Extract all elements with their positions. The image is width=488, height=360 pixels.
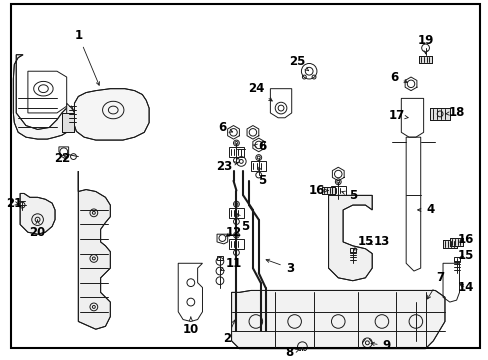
Text: 13: 13 — [367, 235, 389, 248]
Text: 7: 7 — [427, 271, 443, 299]
Bar — [228, 239, 244, 249]
Text: 2: 2 — [222, 320, 235, 346]
Polygon shape — [231, 291, 444, 348]
Text: 17: 17 — [387, 109, 407, 122]
Text: 10: 10 — [183, 317, 199, 336]
Text: 6: 6 — [389, 71, 407, 84]
Bar — [217, 256, 223, 260]
Text: 16: 16 — [308, 184, 327, 197]
Polygon shape — [78, 171, 110, 329]
Bar — [429, 108, 449, 120]
Text: 5: 5 — [341, 189, 356, 202]
Text: 23: 23 — [215, 160, 237, 173]
Text: 18: 18 — [445, 107, 464, 120]
Bar — [250, 161, 266, 171]
Text: 15: 15 — [457, 249, 473, 262]
Text: 21: 21 — [6, 197, 22, 210]
Bar — [321, 186, 335, 194]
Polygon shape — [74, 89, 149, 140]
Polygon shape — [20, 193, 55, 234]
Bar — [442, 240, 456, 248]
Text: 12: 12 — [225, 226, 241, 239]
Polygon shape — [328, 195, 371, 281]
Polygon shape — [61, 113, 74, 132]
Text: 11: 11 — [220, 257, 241, 271]
Text: 16: 16 — [457, 233, 473, 246]
Text: 24: 24 — [247, 82, 272, 101]
Text: 5: 5 — [237, 213, 249, 233]
Bar — [228, 147, 244, 157]
Polygon shape — [66, 103, 74, 126]
Text: 22: 22 — [54, 152, 70, 165]
Bar — [453, 257, 459, 262]
Text: 20: 20 — [29, 220, 45, 239]
Text: 3: 3 — [265, 259, 293, 275]
Text: 8: 8 — [285, 346, 299, 359]
Bar — [429, 108, 449, 120]
Bar — [321, 186, 335, 194]
Bar — [330, 186, 346, 195]
Text: 25: 25 — [289, 55, 308, 71]
Bar — [349, 248, 355, 253]
Bar — [449, 238, 463, 246]
Text: 6: 6 — [217, 121, 232, 134]
Text: 5: 5 — [258, 167, 266, 187]
Text: 6: 6 — [252, 140, 266, 153]
Polygon shape — [13, 55, 74, 139]
Text: 1: 1 — [74, 29, 99, 85]
Bar — [228, 208, 244, 218]
Text: 9: 9 — [370, 339, 390, 352]
Bar — [418, 56, 431, 63]
Text: 4: 4 — [417, 203, 434, 216]
Bar — [442, 240, 456, 248]
Text: 19: 19 — [417, 34, 433, 54]
Bar — [418, 56, 431, 63]
Bar — [449, 238, 463, 246]
Text: 15: 15 — [353, 235, 373, 250]
Text: 14: 14 — [457, 281, 473, 294]
